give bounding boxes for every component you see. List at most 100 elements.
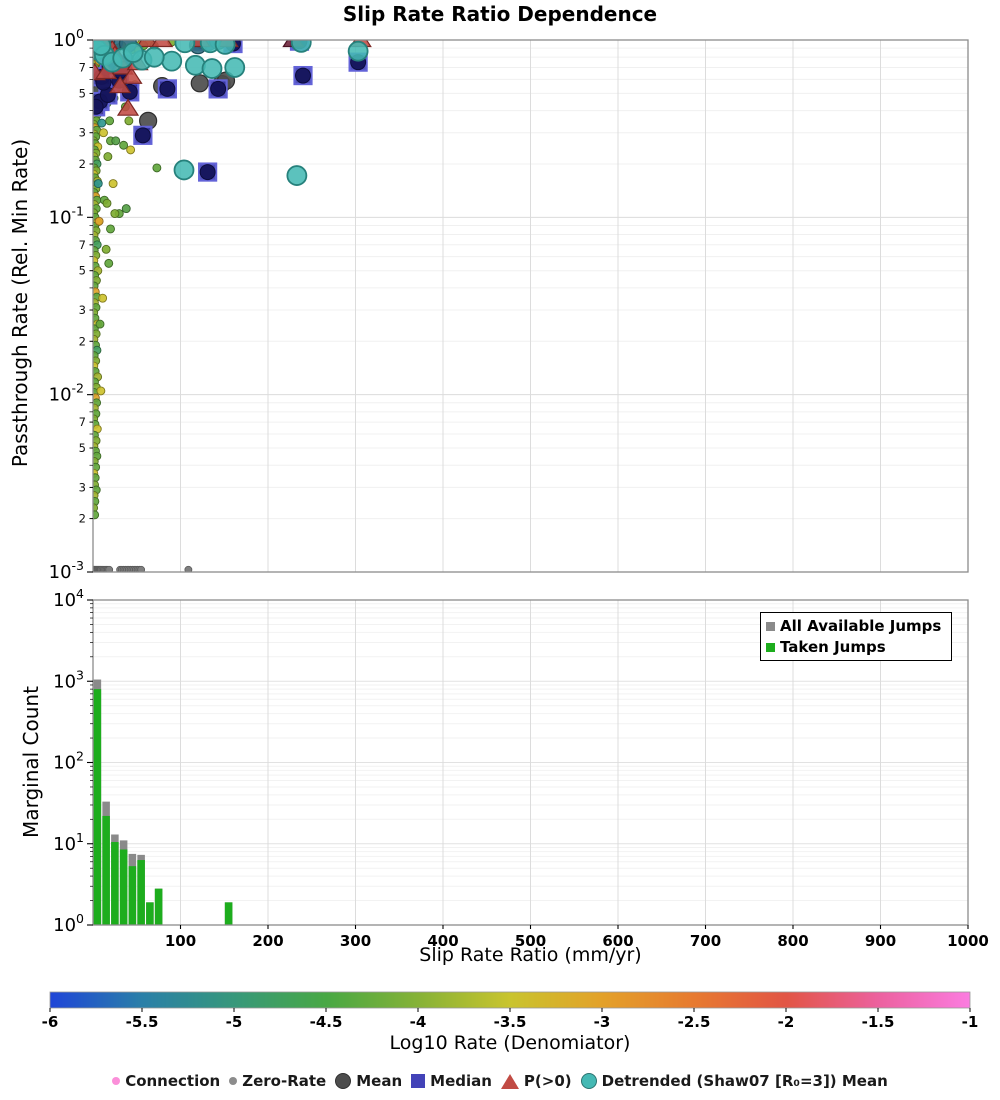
connection-point [108, 179, 118, 189]
y-minor-tick-label: 5 [79, 441, 86, 455]
colorbar-tick-label: -5 [226, 1013, 243, 1031]
zero-rate-point [184, 565, 193, 572]
zero-rate-point [137, 565, 146, 572]
detrended-mean-point [286, 165, 308, 186]
colorbar-label: Log10 Rate (Denomiator) [389, 1032, 631, 1054]
marker-legend-item: Connection [112, 1072, 220, 1090]
x-tick-label: 200 [252, 932, 283, 950]
connection-point [111, 136, 121, 146]
connection-point [105, 116, 115, 126]
colorbar-tick-label: -6 [42, 1013, 59, 1031]
colorbar-tick-label: -2.5 [678, 1013, 711, 1031]
y-minor-tick-label: 7 [79, 238, 86, 252]
x-tick-label: 100 [165, 932, 196, 950]
detrended-mean-point [143, 46, 165, 68]
connection-point [94, 216, 104, 226]
bar-taken [111, 842, 119, 925]
connection-point [106, 224, 115, 234]
connection-point [99, 128, 108, 138]
x-tick-label: 400 [427, 932, 458, 950]
bar-taken [146, 902, 154, 925]
connection-point [102, 198, 112, 208]
x-tick-label: 800 [777, 932, 808, 950]
dot-marker-icon [229, 1077, 238, 1085]
detrended-mean-point [224, 57, 246, 78]
marker-legend: Connection Zero-Rate Mean Median P(>0) Detren… [0, 1072, 1000, 1090]
marker-legend-item: Zero-Rate [229, 1072, 326, 1090]
p-gt0-point [116, 98, 140, 116]
mean-navy-point [159, 80, 176, 97]
connection-point [152, 163, 162, 173]
y-major-tick-label: 101 [53, 830, 84, 855]
connection-point [103, 152, 113, 162]
y-minor-tick-label: 3 [79, 303, 86, 317]
legend-swatch [766, 621, 775, 631]
marker-legend-label: Detrended (Shaw07 [R₀=3]) Mean [601, 1072, 888, 1090]
bar-taken [93, 689, 102, 925]
colorbar-tick-label: -3.5 [494, 1013, 527, 1031]
x-axis-label: Slip Rate Ratio (mm/yr) [419, 944, 642, 966]
marker-legend-item: Mean [335, 1072, 402, 1090]
x-tick-label: 700 [690, 932, 721, 950]
colorbar-tick-label: -1 [962, 1013, 979, 1031]
colorbar-tick-label: -4.5 [310, 1013, 343, 1031]
y-major-tick-label: 10-3 [49, 558, 84, 583]
y-minor-tick-label: 7 [79, 415, 86, 429]
marker-legend-label: Median [430, 1072, 492, 1090]
marker-legend-label: P(>0) [523, 1072, 572, 1090]
p-gt0-point [109, 75, 132, 94]
detrended-mean-point [347, 40, 369, 62]
histogram-legend-item: All Available Jumps [766, 617, 946, 635]
bar-taken [119, 849, 128, 925]
y-minor-tick-label: 2 [79, 334, 86, 348]
histogram-legend-item: Taken Jumps [766, 638, 946, 656]
marker-legend-label: Connection [125, 1072, 221, 1090]
colorbar-tick-label: -3 [594, 1013, 611, 1031]
colorbar-tick-label: -2 [778, 1013, 795, 1031]
detrended-mean-point [201, 58, 223, 79]
y-major-tick-label: 102 [53, 749, 84, 774]
bar-taken [137, 860, 145, 925]
square-marker-icon [411, 1074, 426, 1088]
connection-point [97, 118, 107, 128]
p-gt0-point [151, 40, 174, 48]
y-major-tick-label: 10-2 [49, 381, 84, 406]
zero-rate-point [105, 565, 114, 572]
y-major-tick-label: 10-1 [49, 203, 84, 228]
legend-label: All Available Jumps [780, 617, 942, 635]
colorbar-tick-label: -1.5 [862, 1013, 895, 1031]
bar-taken [224, 902, 233, 925]
x-tick-label: 900 [865, 932, 896, 950]
histogram-bars [93, 679, 233, 925]
y-major-tick-label: 100 [53, 911, 84, 936]
x-tick-label: 1000 [947, 932, 989, 950]
marker-legend-item: Detrended (Shaw07 [R₀=3]) Mean [580, 1072, 888, 1090]
scatter-markers [93, 40, 372, 572]
marker-legend-item: Median [411, 1072, 492, 1090]
detrended-mean-point [122, 42, 144, 63]
x-tick-label: 300 [340, 932, 371, 950]
legend-label: Taken Jumps [780, 638, 886, 656]
connection-point [98, 293, 108, 303]
detrended-mean-point [290, 40, 312, 53]
dot-marker-icon [112, 1077, 121, 1085]
connection-point [124, 116, 134, 126]
connection-point [93, 179, 103, 189]
x-tick-label: 500 [515, 932, 546, 950]
marker-legend-label: Mean [356, 1072, 403, 1090]
marker-legend-label: Zero-Rate [242, 1072, 327, 1090]
histogram-legend: All Available Jumps Taken Jumps [760, 612, 952, 661]
y-major-tick-label: 100 [53, 26, 84, 51]
y-minor-tick-label: 5 [79, 86, 86, 100]
connection-point [110, 209, 120, 219]
detrended-mean-point [214, 40, 236, 55]
y-minor-tick-label: 3 [79, 126, 86, 140]
detrended-mean-point [174, 40, 196, 54]
connection-point [96, 386, 106, 396]
bar-taken [128, 866, 137, 925]
y-major-tick-label: 103 [53, 667, 84, 692]
y-major-tick-label: 104 [53, 586, 84, 611]
detrended-mean-point [93, 40, 112, 56]
mean-point [190, 74, 209, 93]
